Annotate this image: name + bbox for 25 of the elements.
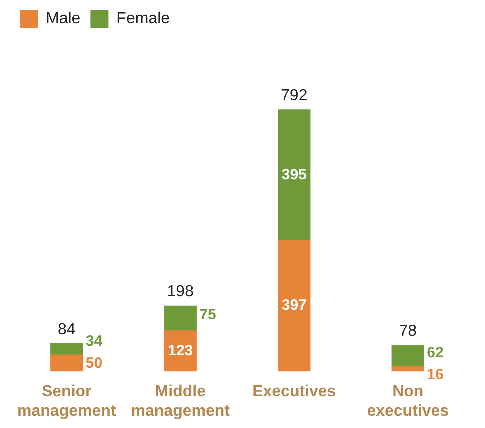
total-label: 78 xyxy=(399,323,418,340)
data-label: 34 xyxy=(86,333,104,350)
total-label: 792 xyxy=(281,87,308,104)
legend-label: Female xyxy=(116,10,170,28)
bar xyxy=(50,354,84,372)
bar xyxy=(392,366,424,372)
data-label: 50 xyxy=(86,355,103,372)
data-label: 123 xyxy=(168,342,194,360)
bar xyxy=(278,240,311,372)
total-label: 198 xyxy=(167,284,194,301)
bar xyxy=(50,344,84,356)
data-label: 16 xyxy=(427,366,444,384)
x-tick-label: Middle management xyxy=(131,384,231,420)
x-tick-label: Non executives xyxy=(367,384,450,420)
legend-label: Male xyxy=(46,10,81,28)
bar xyxy=(164,306,197,332)
total-label: 84 xyxy=(58,321,76,338)
bar xyxy=(278,110,311,241)
data-label: 395 xyxy=(282,166,307,184)
data-label: 75 xyxy=(200,306,216,324)
bar xyxy=(392,346,424,367)
x-tick-label: Executives xyxy=(252,384,336,401)
data-label: 397 xyxy=(282,297,307,314)
data-label: 62 xyxy=(427,344,444,362)
x-tick-label: Senior management xyxy=(18,384,117,420)
